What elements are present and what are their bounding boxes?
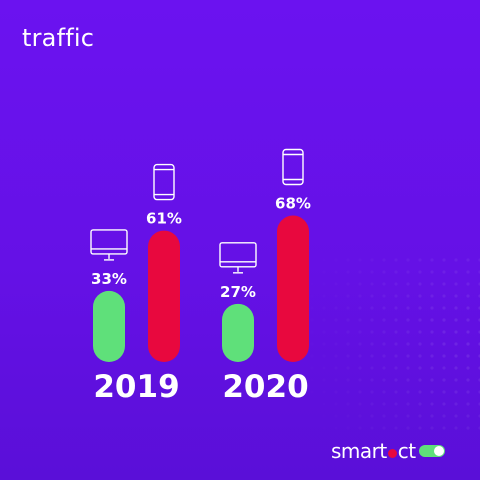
smartocto-logo: smart ct <box>331 437 445 465</box>
desktop-monitor-icon <box>219 242 257 274</box>
logo-text-ct: ct <box>397 439 416 463</box>
desktop-monitor-icon <box>90 229 128 261</box>
data-label-mobile-2019: 61% <box>146 210 182 228</box>
bar-mobile-2019 <box>148 230 180 362</box>
logo-text-smart: smart <box>331 439 387 463</box>
data-label-desktop-2020: 27% <box>220 283 256 301</box>
bar-desktop-2020 <box>222 303 254 362</box>
data-label-mobile-2020: 68% <box>275 195 311 213</box>
chart-title: traffic <box>22 24 95 52</box>
logo-toggle-icon <box>418 445 445 457</box>
smartphone-icon <box>153 163 175 201</box>
smartphone-icon <box>282 148 304 186</box>
data-label-desktop-2019: 33% <box>91 270 127 288</box>
bar-mobile-2020 <box>277 215 309 362</box>
bar-desktop-2019 <box>93 290 125 362</box>
category-label-2019: 2019 <box>93 369 179 405</box>
logo-dot-icon <box>387 448 397 458</box>
category-label-2020: 2020 <box>222 369 308 405</box>
